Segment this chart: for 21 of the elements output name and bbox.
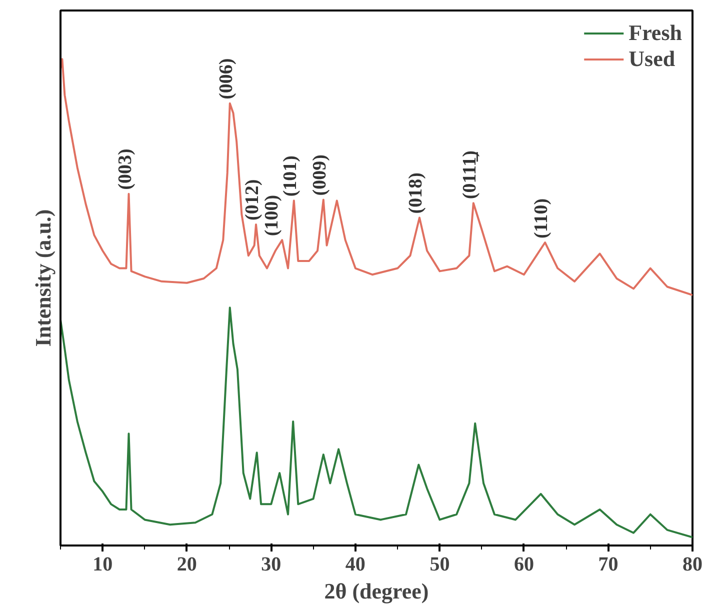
annotation: (018) [405,172,426,214]
x-tick-label: 20 [176,554,197,576]
annotation: (110) [531,198,552,238]
x-axis-title: 2θ (degree) [324,578,429,604]
x-tick-label: 40 [345,554,366,576]
annotation: (006) [216,58,237,100]
annotation: (100) [261,194,282,236]
legend-label: Fresh [628,20,682,46]
annotation: (0111̲) [459,150,480,200]
annotation: (012) [242,179,263,220]
x-tick-label: 60 [514,554,534,576]
annotation: (009) [309,154,330,196]
y-axis-title: Intensity (a.u.) [30,209,56,347]
x-tick-label: 70 [598,554,618,576]
x-tick-label: 50 [430,554,450,576]
legend-label: Used [628,46,676,72]
x-tick-label: 30 [261,554,282,576]
annotation: (101) [280,156,301,197]
x-tick-label: 80 [682,554,702,576]
x-tick-label: 10 [92,554,113,576]
annotation: (003) [114,148,136,190]
